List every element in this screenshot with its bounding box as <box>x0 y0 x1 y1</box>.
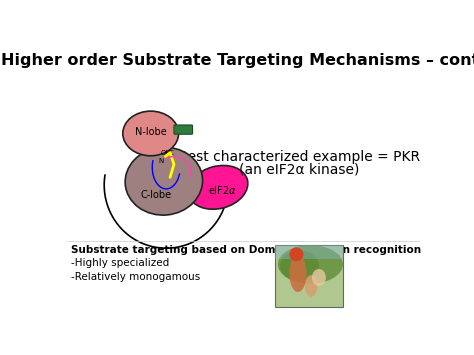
Ellipse shape <box>125 147 202 215</box>
Ellipse shape <box>278 245 343 284</box>
Text: (an eIF2α kinase): (an eIF2α kinase) <box>239 163 360 177</box>
Ellipse shape <box>188 165 248 209</box>
Text: Higher order Substrate Targeting Mechanisms – cont.: Higher order Substrate Targeting Mechani… <box>0 53 474 69</box>
Bar <box>275 245 343 259</box>
Text: OH: OH <box>161 151 172 157</box>
Text: -Relatively monogamous: -Relatively monogamous <box>71 272 200 282</box>
Ellipse shape <box>305 275 317 297</box>
Ellipse shape <box>312 269 326 286</box>
Text: Best characterized example = PKR: Best characterized example = PKR <box>178 149 420 164</box>
Text: Substrate targeting based on Domain - Domain recognition: Substrate targeting based on Domain - Do… <box>71 245 421 255</box>
Text: N: N <box>158 158 164 164</box>
Text: C: C <box>169 151 173 157</box>
Bar <box>275 245 343 307</box>
Text: C-lobe: C-lobe <box>141 190 172 200</box>
Text: N-lobe: N-lobe <box>135 127 166 137</box>
Circle shape <box>290 247 303 261</box>
FancyBboxPatch shape <box>174 125 192 134</box>
Ellipse shape <box>280 251 319 281</box>
Ellipse shape <box>123 111 179 156</box>
Ellipse shape <box>290 255 307 292</box>
Text: -Highly specialized: -Highly specialized <box>71 258 169 268</box>
Text: eIF2$\alpha$: eIF2$\alpha$ <box>208 185 237 196</box>
